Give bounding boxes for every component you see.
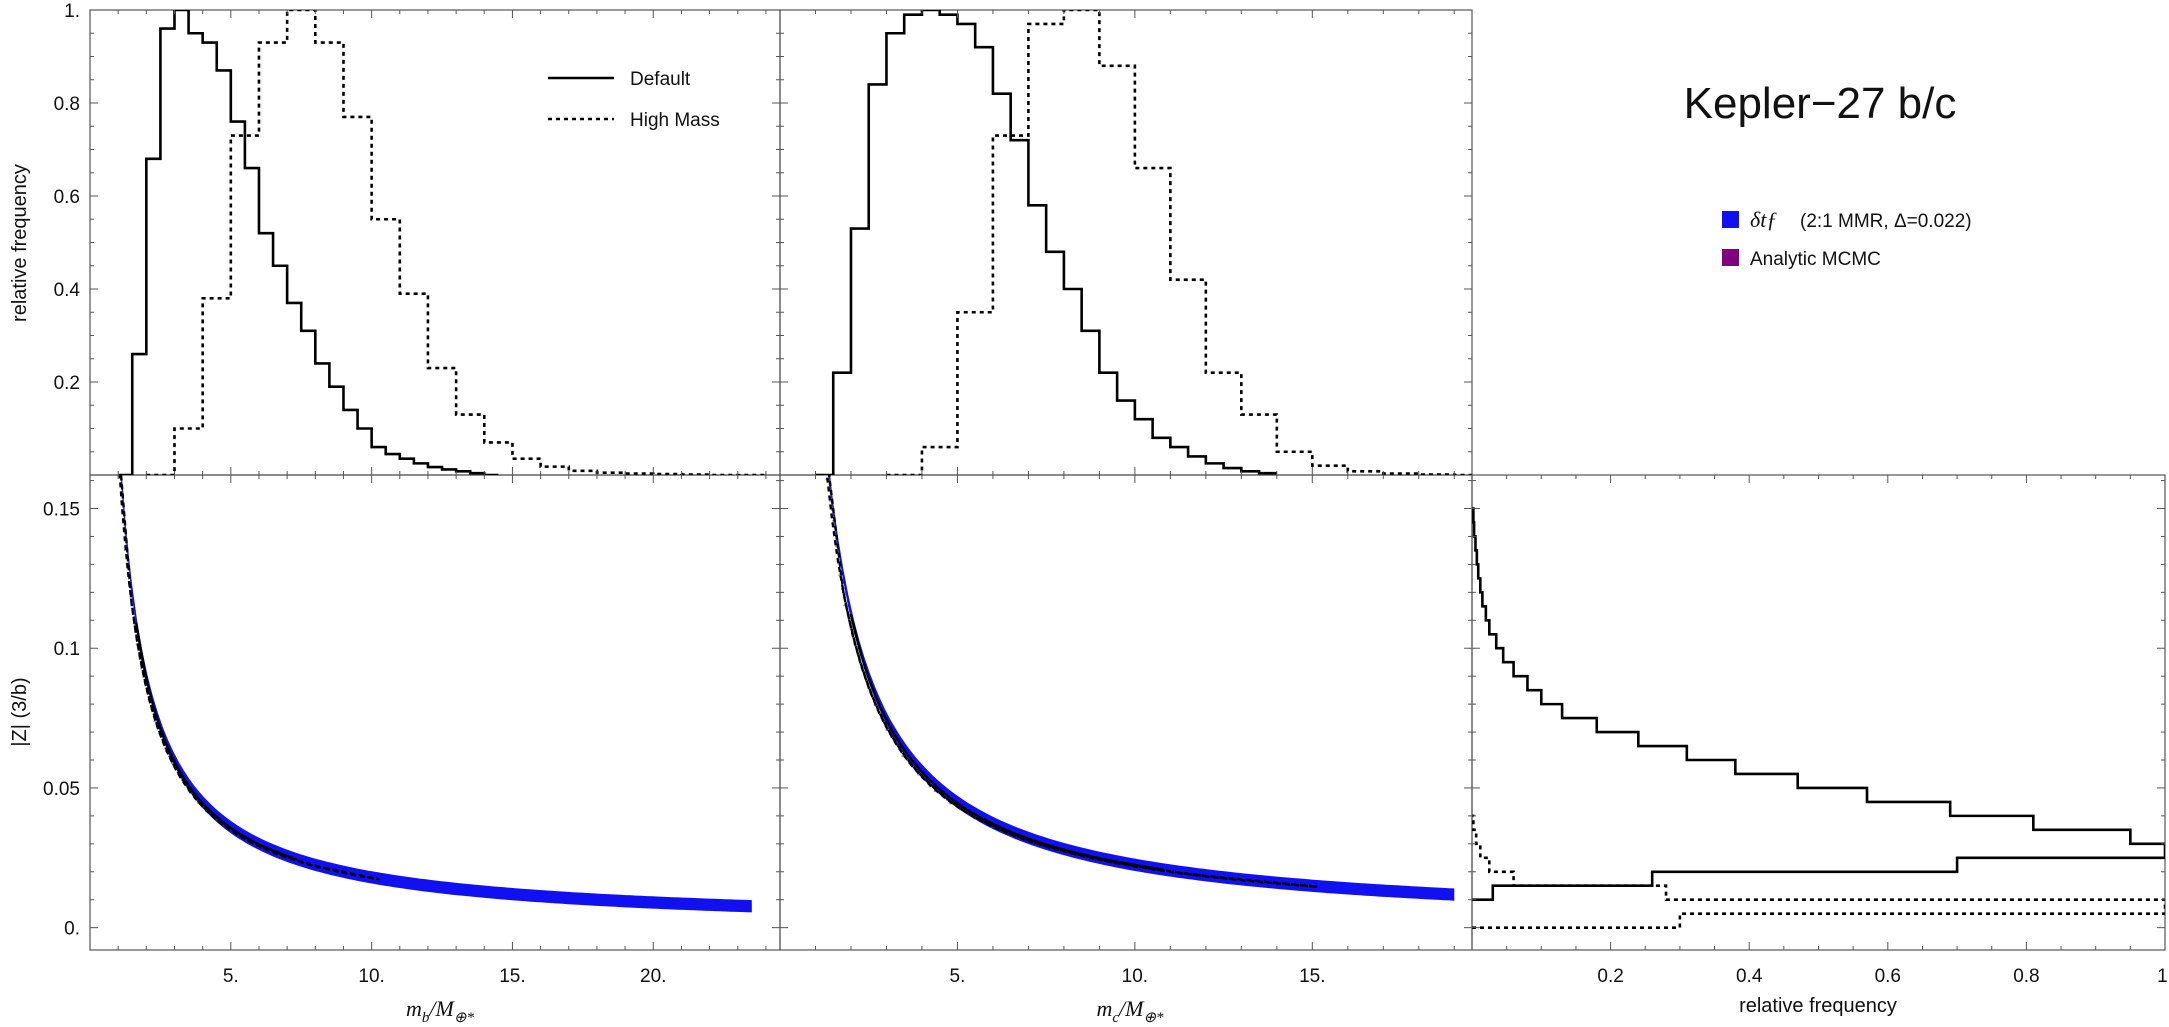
legend-mcmc-label: Analytic MCMC: [1750, 249, 1881, 270]
legend-top: Default High Mass: [548, 69, 720, 131]
z-hist-histograms: [1472, 507, 2165, 929]
mb-hist-ytick-label: 0.6: [54, 187, 80, 208]
legend-ttv-swatch: [1722, 211, 1739, 228]
legend-ttv-label: (2:1 MMR, Δ=0.022): [1800, 211, 1972, 232]
xlabel-zhist: relative frequency: [1739, 995, 1897, 1017]
mc-z-xtick-label: 15.: [1299, 966, 1325, 987]
mc-hist-histograms: [815, 10, 1472, 475]
mc-z-inner-contour: [849, 613, 1164, 871]
mb-hist-ytick-label: 0.8: [54, 94, 80, 115]
legend-default-label: Default: [630, 69, 691, 90]
mc-z-plot: [825, 475, 1455, 901]
xlabel-mb: mb/M⊕*: [406, 996, 474, 1026]
mb-z-posterior-cloud: [119, 483, 387, 881]
legend-right: δtƒ (2:1 MMR, Δ=0.022) Analytic MCMC: [1722, 207, 1972, 270]
mc-hist-default-histogram: [815, 10, 1277, 475]
legend-highmass-label: High Mass: [630, 110, 720, 131]
z-hist-xtick-label: 0.6: [1875, 966, 1901, 987]
mc-z-posterior-core: [827, 475, 1308, 886]
mb-z-outer-contour: [118, 475, 380, 881]
legend-ttv-symbol: δtƒ: [1750, 207, 1777, 232]
mb-z-xtick-label: 5.: [223, 966, 239, 987]
mb-z-ytick-label: 0.15: [43, 500, 80, 521]
mb-z-ytick-label: 0.1: [54, 639, 80, 660]
panel-z-hist-frame: [1471, 474, 2166, 951]
mb-hist-ytick-label: 1.: [64, 1, 80, 22]
mb-z-plot: [118, 475, 752, 913]
mc-z-outer-contour: [825, 475, 1318, 888]
z-hist-xtick-label: 1.: [2157, 966, 2169, 987]
z-hist-xtick-label: 0.8: [2013, 966, 2039, 987]
mc-hist-high-mass-histogram: [886, 10, 1472, 475]
mc-z-ttv-band: [828, 475, 1455, 901]
mb-z-xtick-label: 20.: [640, 966, 666, 987]
mb-z-xtick-label: 10.: [358, 966, 384, 987]
mb-z-ytick-label: 0.05: [43, 779, 80, 800]
xlabel-mc: mc/M⊕*: [1096, 996, 1164, 1026]
mc-z-posterior-cloud: [825, 478, 1318, 888]
mb-z-posterior-core: [120, 475, 375, 879]
mc-z-xtick-label: 10.: [1122, 966, 1148, 987]
mb-hist-default-histogram: [118, 10, 499, 475]
mb-z-ttv-band: [121, 475, 752, 913]
mb-z-inner-contour: [135, 622, 298, 861]
panel-mc-hist-frame: [779, 9, 1473, 476]
mb-z-xtick-label: 15.: [499, 966, 525, 987]
mc-z-xtick-label: 5.: [950, 966, 966, 987]
z-hist-high-mass-histogram: [1472, 814, 2165, 929]
mb-z-ytick-label: 0.: [64, 919, 80, 940]
z-hist-xtick-label: 0.2: [1597, 966, 1623, 987]
ylabel-bottom: |Z| (3/b): [9, 677, 31, 746]
ylabel-top: relative frequency: [9, 164, 31, 322]
z-hist-default-histogram: [1472, 507, 2165, 902]
mb-hist-ytick-label: 0.4: [54, 280, 81, 301]
mb-hist-ytick-label: 0.2: [54, 373, 80, 394]
panel-mb-z-frame: [89, 474, 781, 951]
legend-mcmc-swatch: [1722, 249, 1739, 266]
figure-title: Kepler−27 b/c: [1684, 79, 1957, 128]
z-hist-xtick-label: 0.4: [1736, 966, 1763, 987]
